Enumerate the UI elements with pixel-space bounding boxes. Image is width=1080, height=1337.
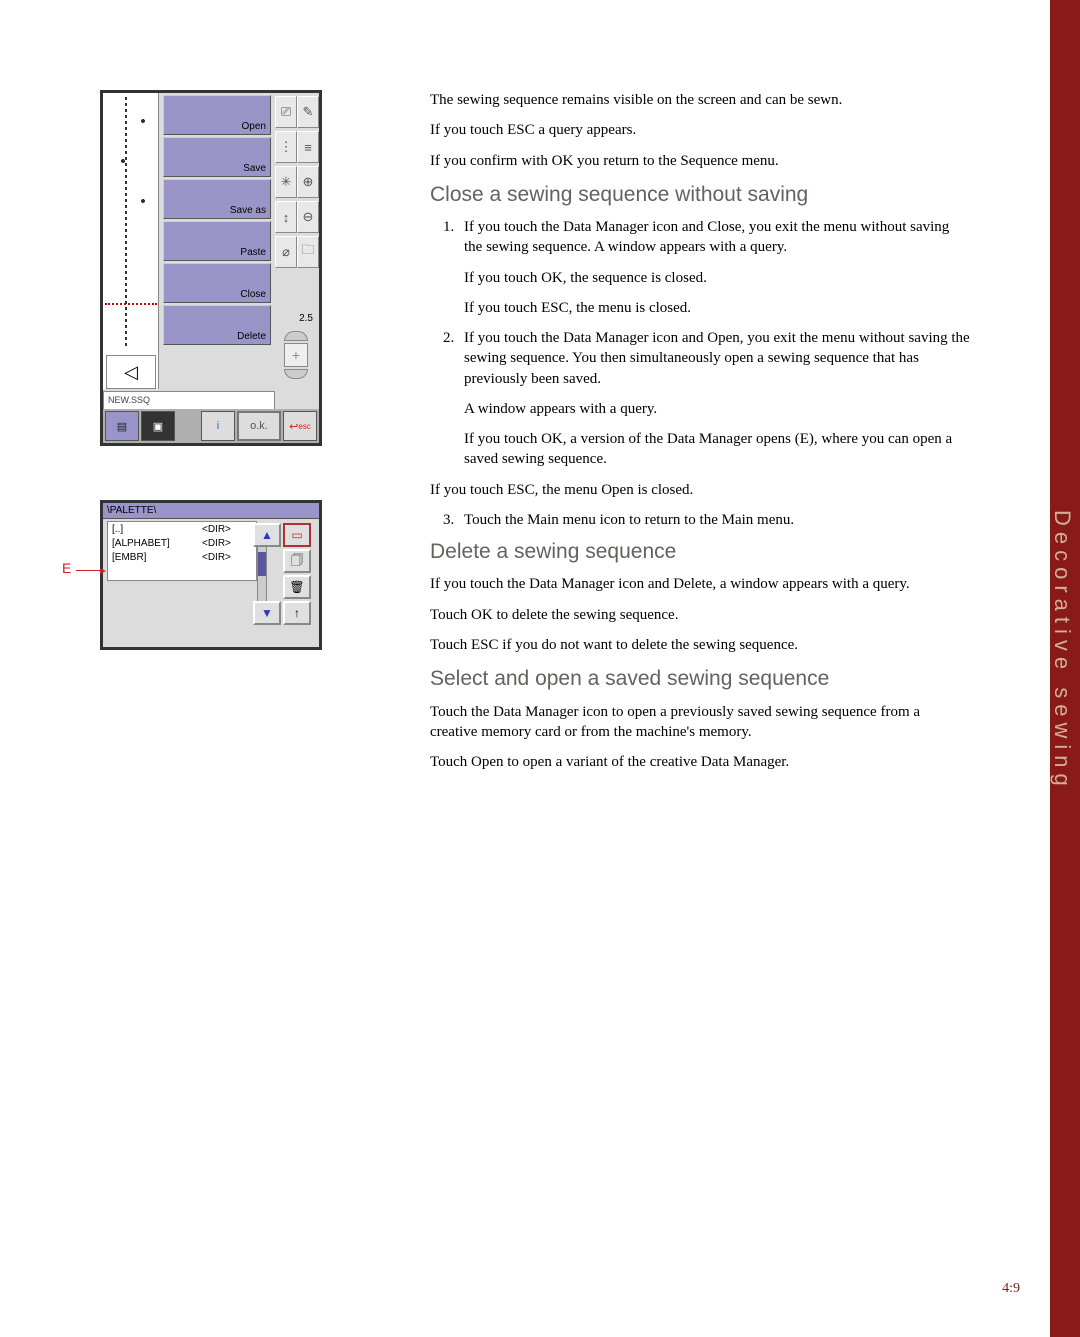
- ok-button[interactable]: o.k.: [237, 411, 281, 441]
- tool-icon[interactable]: ⌀: [275, 236, 297, 268]
- tool-icon[interactable]: ⋮: [275, 131, 297, 163]
- heading-delete: Delete a sewing sequence: [430, 538, 970, 566]
- file-icon[interactable]: 🗀: [297, 236, 319, 268]
- file-row[interactable]: [ALPHABET]<DIR>: [108, 536, 256, 550]
- menu-open[interactable]: Open: [163, 95, 271, 135]
- menu-paste[interactable]: Paste: [163, 221, 271, 261]
- section-tab-label: Decorative sewing: [1049, 510, 1075, 792]
- card-slot-icon[interactable]: ▭: [283, 523, 311, 547]
- filename-field: NEW.SSQ: [103, 391, 275, 411]
- trash-icon[interactable]: 🗑: [283, 575, 311, 599]
- device-icon[interactable]: 🗍: [283, 549, 311, 573]
- page-number: 4:9: [1002, 1281, 1020, 1297]
- paragraph: Touch ESC if you do not want to delete t…: [430, 635, 970, 655]
- zoom-in-icon[interactable]: ⊕: [297, 166, 319, 198]
- file-row[interactable]: [..]<DIR>: [108, 522, 256, 536]
- menu-column: Open Save Save as Paste Close Delete: [161, 93, 273, 349]
- ordered-list: Touch the Main menu icon to return to th…: [430, 510, 970, 530]
- stitch-preview-column: [103, 93, 159, 389]
- heading-select: Select and open a saved sewing sequence: [430, 665, 970, 693]
- paragraph: Touch the Data Manager icon to open a pr…: [430, 702, 970, 743]
- bottom-toolbar: ▤ ▣ i o.k. ↩esc: [103, 409, 319, 443]
- file-row[interactable]: [EMBR]<DIR>: [108, 550, 256, 564]
- grid-icon[interactable]: ▤: [105, 411, 139, 441]
- paragraph: If you confirm with OK you return to the…: [430, 151, 970, 171]
- tool-icon[interactable]: ✳: [275, 166, 297, 198]
- up-dir-icon[interactable]: ↑: [283, 601, 311, 625]
- list-item: Touch the Main menu icon to return to th…: [458, 510, 970, 530]
- paragraph: If you touch ESC, the menu Open is close…: [430, 480, 970, 500]
- screenshot-palette-browser: \PALETTE\ [..]<DIR> [ALPHABET]<DIR> [EMB…: [100, 500, 322, 650]
- tool-icon[interactable]: ↕: [275, 201, 297, 233]
- page: Decorative sewing 4:9 Open Save Save as …: [0, 0, 1080, 1337]
- tool-icon[interactable]: ✎: [297, 96, 319, 128]
- tool-icon[interactable]: ≡: [297, 131, 319, 163]
- paragraph: If you touch the Data Manager icon and D…: [430, 574, 970, 594]
- stitch-cursor-line: [105, 303, 157, 305]
- callout-e-label: E: [62, 560, 71, 576]
- scroll-down-icon[interactable]: ▼: [253, 601, 281, 625]
- path-header: \PALETTE\: [103, 503, 319, 519]
- paragraph: Touch OK to delete the sewing sequence.: [430, 605, 970, 625]
- browser-buttons: ▲ ▭ 🗍 🗑 ▼ ↑: [253, 523, 317, 625]
- screenshot-data-manager: Open Save Save as Paste Close Delete ◁ ⎚…: [100, 90, 322, 446]
- stitch-direction-icon: ◁: [106, 355, 156, 389]
- body-text: The sewing sequence remains visible on t…: [430, 90, 970, 782]
- callout-e-line: [76, 570, 104, 571]
- esc-button[interactable]: ↩esc: [283, 411, 317, 441]
- list-item: If you touch the Data Manager icon and O…: [458, 328, 970, 470]
- menu-delete[interactable]: Delete: [163, 305, 271, 345]
- menu-close[interactable]: Close: [163, 263, 271, 303]
- zoom-out-icon[interactable]: ⊖: [297, 201, 319, 233]
- menu-save-as[interactable]: Save as: [163, 179, 271, 219]
- paragraph: The sewing sequence remains visible on t…: [430, 90, 970, 110]
- heading-close: Close a sewing sequence without saving: [430, 181, 970, 209]
- info-icon[interactable]: i: [201, 411, 235, 441]
- tool-icon[interactable]: ⎚: [275, 96, 297, 128]
- scroll-up-icon[interactable]: ▲: [253, 523, 281, 547]
- needle-position-control: +: [271, 331, 321, 389]
- needle-up-icon[interactable]: [284, 331, 308, 341]
- card-icon[interactable]: ▣: [141, 411, 175, 441]
- paragraph: Touch Open to open a variant of the crea…: [430, 752, 970, 772]
- paragraph: If you touch ESC a query appears.: [430, 120, 970, 140]
- menu-save[interactable]: Save: [163, 137, 271, 177]
- needle-down-icon[interactable]: [284, 369, 308, 379]
- needle-plus-icon[interactable]: +: [284, 343, 308, 367]
- list-item: If you touch the Data Manager icon and C…: [458, 217, 970, 318]
- width-value: 2.5: [299, 313, 313, 324]
- file-list[interactable]: [..]<DIR> [ALPHABET]<DIR> [EMBR]<DIR>: [107, 521, 257, 581]
- ordered-list: If you touch the Data Manager icon and C…: [430, 217, 970, 470]
